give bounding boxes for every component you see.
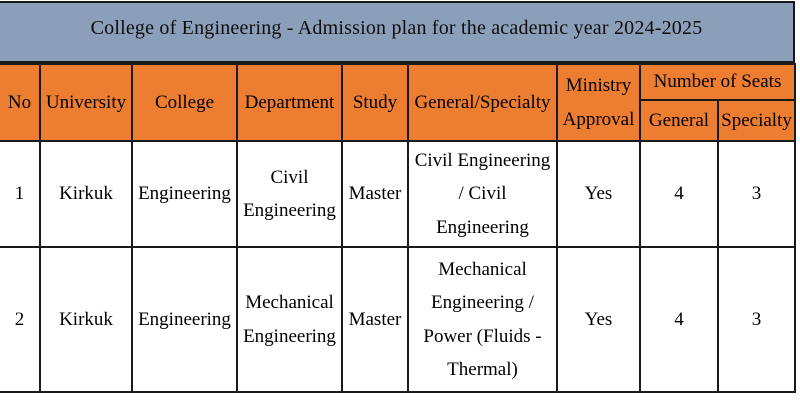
cell-department: Civil Engineering bbox=[236, 140, 343, 248]
header-ministry-approval: Ministry Approval bbox=[556, 63, 641, 142]
header-seats-specialty: Specialty bbox=[716, 99, 797, 142]
cell-general-specialty: Civil Engineering / Civil Engineering bbox=[407, 140, 558, 248]
cell-university: Kirkuk bbox=[39, 140, 133, 248]
cell-study: Master bbox=[341, 246, 409, 393]
cell-university: Kirkuk bbox=[39, 246, 133, 393]
header-general-specialty: General/Specialty bbox=[407, 63, 558, 142]
header-college: College bbox=[131, 63, 238, 142]
cell-ministry-approval: Yes bbox=[556, 246, 641, 393]
cell-seats-general: 4 bbox=[639, 246, 719, 393]
cell-seats-specialty: 3 bbox=[716, 140, 797, 248]
header-number-of-seats: Number of Seats bbox=[638, 63, 797, 101]
cell-ministry-approval: Yes bbox=[556, 140, 641, 248]
cell-department: Mechanical Engineering bbox=[236, 246, 343, 393]
header-department: Department bbox=[236, 63, 343, 142]
table-row-1: 1 Kirkuk Engineering Civil Engineering M… bbox=[0, 140, 797, 248]
cell-seats-general: 4 bbox=[639, 140, 719, 248]
cell-no: 1 bbox=[0, 140, 41, 248]
header-study: Study bbox=[341, 63, 409, 142]
cell-seats-specialty: 3 bbox=[716, 246, 797, 393]
table-row-2: 2 Kirkuk Engineering Mechanical Engineer… bbox=[0, 246, 797, 393]
cell-college: Engineering bbox=[131, 246, 238, 393]
cell-study: Master bbox=[341, 140, 409, 248]
header-university: University bbox=[39, 63, 133, 142]
header-seats-general: General bbox=[639, 99, 719, 142]
cell-general-specialty: Mechanical Engineering / Power (Fluids -… bbox=[407, 246, 558, 393]
cell-college: Engineering bbox=[131, 140, 238, 248]
title-banner: College of Engineering - Admission plan … bbox=[0, 1, 795, 63]
header-row: No University College Department Study G… bbox=[0, 63, 797, 142]
admission-table: No University College Department Study G… bbox=[0, 63, 797, 393]
page-title: College of Engineering - Admission plan … bbox=[90, 16, 703, 39]
header-no: No bbox=[0, 63, 41, 142]
header-subrow: General Specialty bbox=[0, 99, 797, 142]
cell-no: 2 bbox=[0, 246, 41, 393]
